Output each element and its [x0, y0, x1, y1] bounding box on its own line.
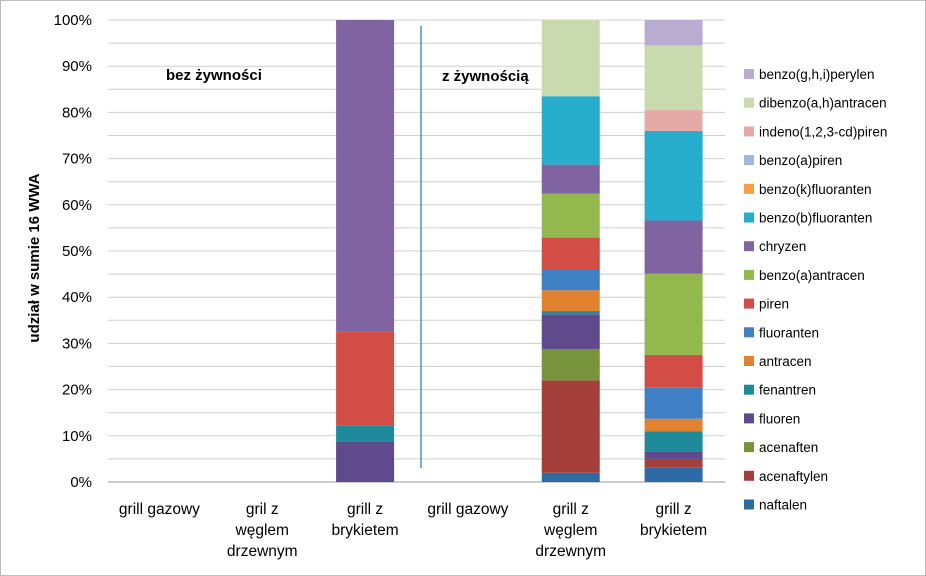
legend-label: indeno(1,2,3-cd)piren [759, 124, 887, 139]
bar-segment [541, 237, 600, 270]
y-tick-label: 30% [62, 335, 92, 352]
bar-segment [336, 331, 395, 426]
legend-swatch [744, 499, 754, 510]
legend-label: fenantren [759, 383, 816, 398]
bar-segment [541, 20, 600, 97]
bar-segment [541, 314, 600, 349]
gridlines [108, 19, 725, 483]
x-category-label: grill gazowy [119, 501, 200, 518]
legend-label: benzo(a)piren [759, 153, 842, 168]
legend-swatch [744, 69, 754, 79]
legend-swatch [744, 298, 754, 309]
bar-segment [541, 164, 600, 194]
y-tick-label: 60% [62, 197, 92, 214]
bar-segment [541, 96, 600, 165]
bar-segment [336, 441, 395, 482]
bar-segment [644, 467, 703, 482]
legend-label: benzo(a)antracen [759, 268, 865, 283]
bar-segment [644, 45, 703, 111]
bar-segment [541, 348, 600, 381]
y-axis-label: udział w sumie 16 WWA [26, 173, 43, 342]
legend: benzo(g,h,i)perylen dibenzo(a,h)antracen i… [744, 67, 887, 513]
legend-swatch [744, 327, 754, 338]
legend-label: piren [759, 297, 789, 312]
annotation-without-food: bez żywności [166, 67, 262, 84]
bars [336, 20, 703, 482]
legend-swatch [744, 155, 754, 166]
bar-segment [644, 20, 703, 46]
legend-swatch [744, 126, 754, 137]
legend-label: fluoranten [759, 325, 819, 340]
legend-label: benzo(b)fluoranten [759, 211, 872, 226]
y-tick-label: 100% [54, 12, 92, 29]
y-axis-ticks: 0% 10% 20% 30% 40% 50% 60% 70% 80% 90% 100% [54, 12, 92, 491]
y-tick-label: 40% [62, 289, 92, 306]
legend-label: fluoren [759, 411, 800, 426]
bar-segment [644, 273, 703, 355]
legend-label: acenaftylen [759, 469, 828, 484]
legend-swatch [744, 212, 754, 223]
y-tick-label: 10% [62, 428, 92, 445]
bar-segment [541, 269, 600, 291]
legend-label: benzo(g,h,i)perylen [759, 67, 875, 82]
x-category-label: grill z brykietem [640, 501, 707, 539]
bar-segment [541, 193, 600, 238]
bar-segment [541, 472, 600, 482]
bar-segment [644, 220, 703, 274]
bar-segment [541, 311, 600, 315]
bar-segment [644, 387, 703, 419]
y-tick-label: 0% [70, 474, 92, 491]
bar-segment [644, 451, 703, 459]
bar-segment [541, 380, 600, 473]
y-tick-label: 20% [62, 382, 92, 399]
legend-swatch [744, 183, 754, 194]
legend-swatch [744, 356, 754, 366]
legend-label: antracen [759, 354, 812, 369]
bar-segment [644, 418, 703, 432]
legend-swatch [744, 442, 754, 453]
legend-swatch [744, 384, 754, 395]
bar-segment [336, 20, 395, 332]
x-category-label: grill z brykietem [331, 501, 398, 539]
legend-swatch [744, 413, 754, 424]
bar-segment [541, 290, 600, 312]
legend-swatch [744, 470, 754, 481]
legend-label: acenaften [759, 440, 818, 455]
bar-segment [644, 431, 703, 452]
legend-label: chryzen [759, 239, 806, 254]
annotation-with-food: z żywnością [442, 68, 529, 85]
bar-segment [336, 425, 395, 442]
bar-segment [644, 130, 703, 221]
legend-label: benzo(k)fluoranten [759, 182, 872, 197]
y-tick-label: 80% [62, 104, 92, 121]
legend-swatch [744, 241, 754, 252]
legend-label: dibenzo(a,h)antracen [759, 96, 887, 111]
y-tick-label: 90% [62, 58, 92, 75]
bar-segment [644, 458, 703, 468]
legend-swatch [744, 269, 754, 280]
legend-swatch [744, 97, 754, 108]
y-tick-label: 50% [62, 243, 92, 260]
legend-label: naftalen [759, 498, 807, 513]
x-category-label: gril z węglem drzewnym [227, 501, 298, 560]
bar-segment [644, 110, 703, 131]
x-category-label: grill z węglem drzewnym [535, 501, 606, 560]
bar-segment [644, 354, 703, 388]
y-tick-label: 70% [62, 151, 92, 168]
x-category-label: grill gazowy [427, 501, 508, 518]
